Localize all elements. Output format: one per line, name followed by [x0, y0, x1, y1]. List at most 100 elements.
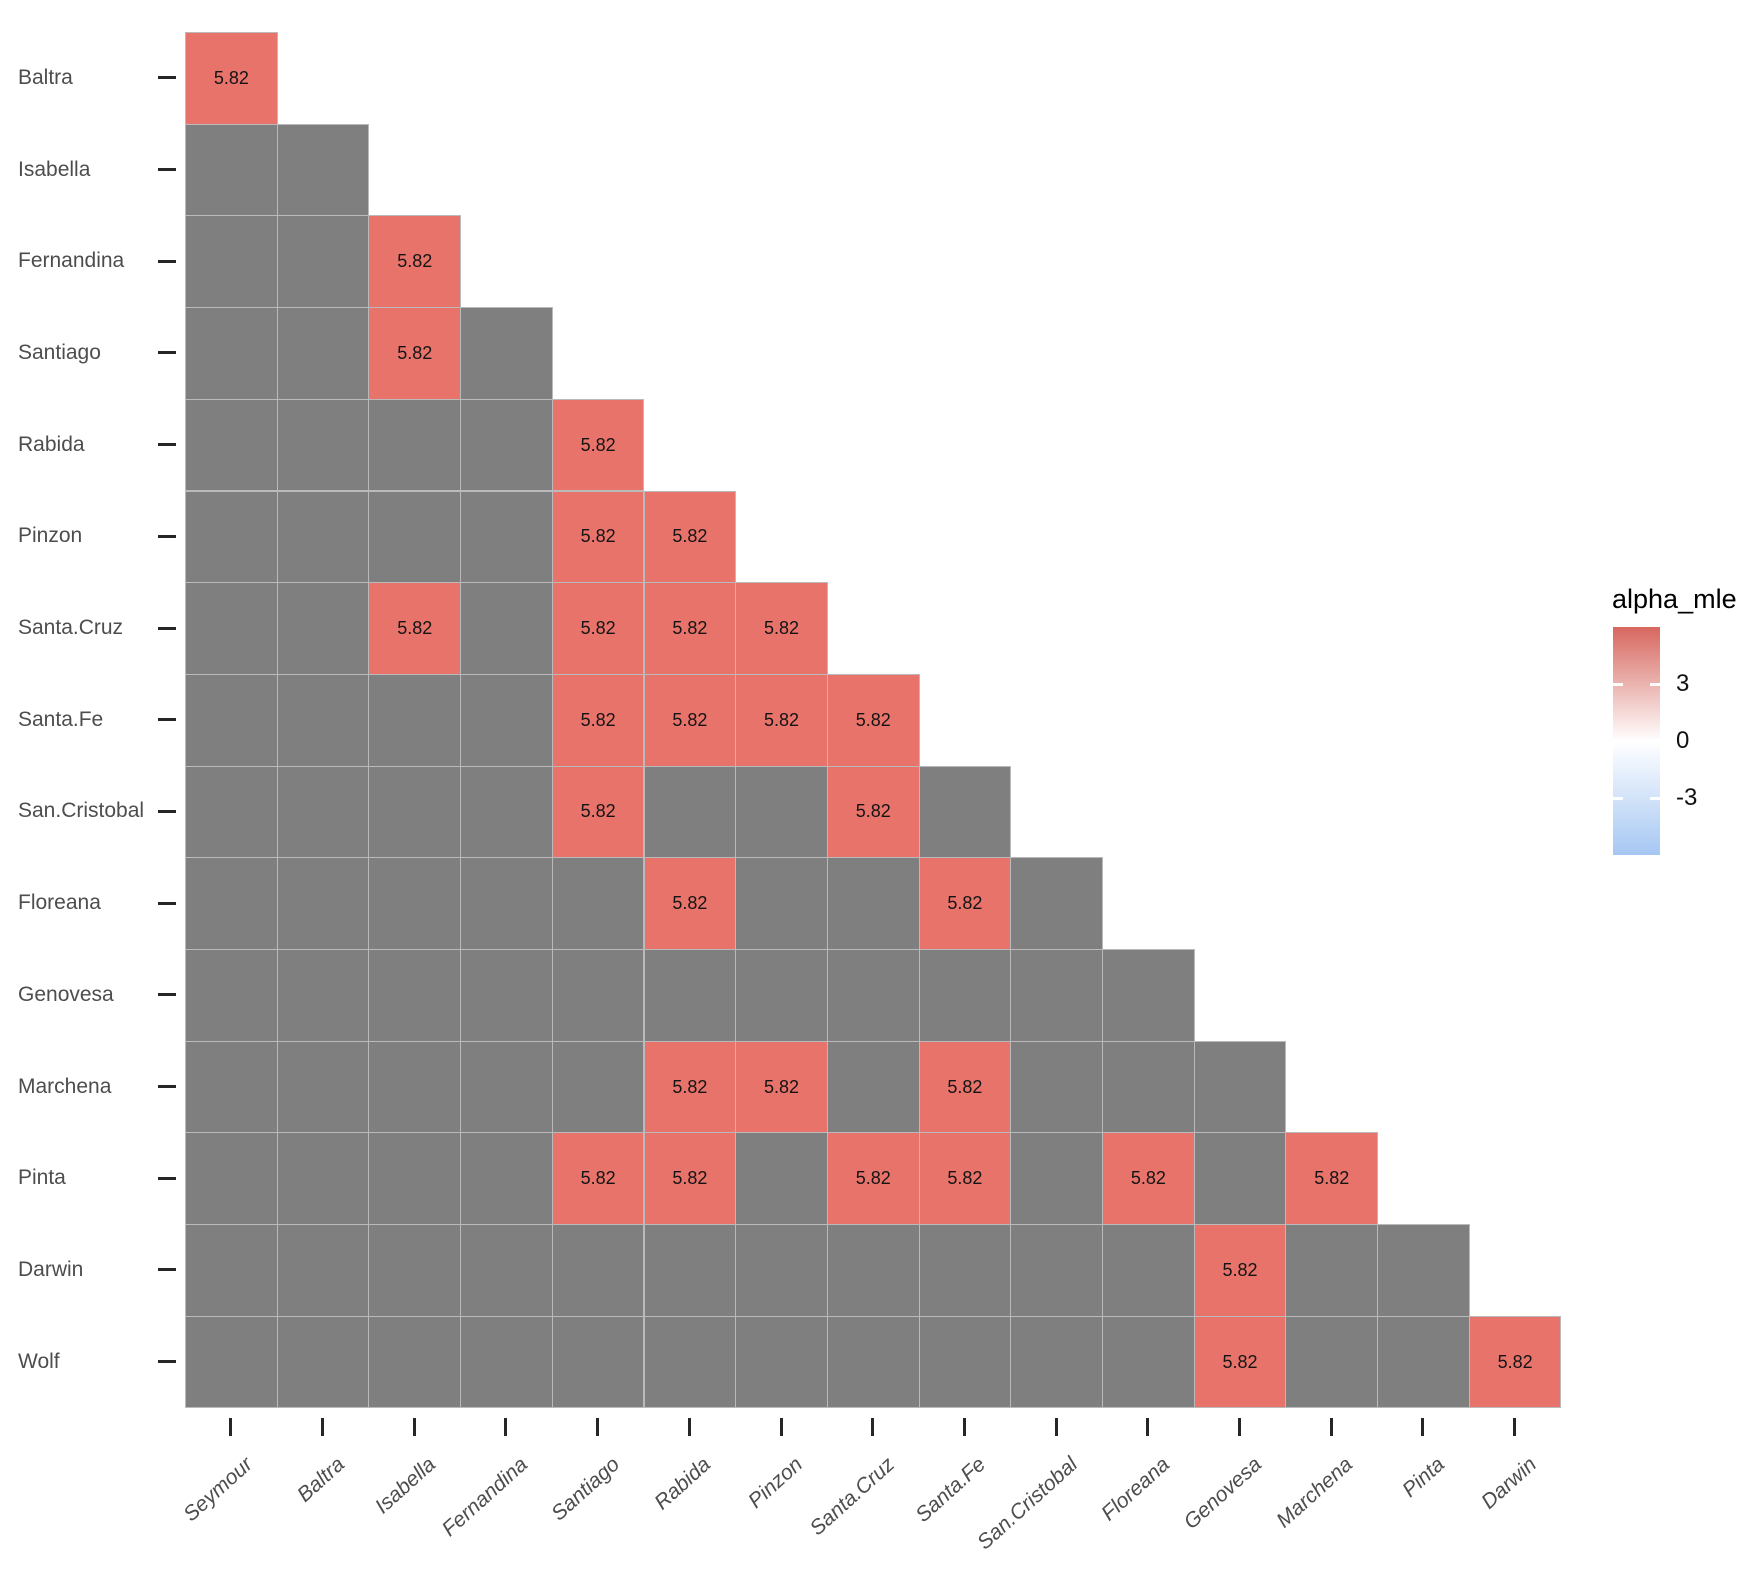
- heatmap-cell: [1010, 1315, 1103, 1409]
- heatmap-cell: 5.82: [643, 1132, 737, 1226]
- heatmap-cell: [460, 307, 553, 400]
- legend-colorbar-tick: [1613, 739, 1623, 743]
- y-axis-label: Genovesa: [18, 982, 114, 1006]
- heatmap-cell: 5.82: [643, 582, 737, 675]
- y-axis-label: Isabella: [18, 157, 91, 181]
- x-axis-tick: [962, 1418, 966, 1436]
- heatmap-cell: [918, 949, 1012, 1042]
- y-axis-label: Darwin: [18, 1257, 84, 1281]
- y-axis-tick: [158, 1268, 176, 1272]
- heatmap-cell: 5.82: [826, 673, 920, 767]
- heatmap-cell: [368, 857, 462, 950]
- x-axis-tick: [596, 1418, 600, 1436]
- heatmap-cell: 5.82: [551, 765, 645, 859]
- heatmap-cell: 5.82: [826, 765, 920, 859]
- heatmap-cell: [460, 1132, 553, 1226]
- y-axis-tick: [158, 993, 176, 997]
- heatmap-cell: 5.82: [551, 1132, 645, 1226]
- x-axis-tick: [687, 1418, 691, 1436]
- legend-tick-label: -3: [1676, 784, 1698, 811]
- legend-title: alpha_mle: [1612, 584, 1737, 614]
- heatmap-cell: [826, 1040, 920, 1134]
- y-axis-label: Pinzon: [18, 524, 83, 548]
- heatmap-cell: [276, 490, 370, 584]
- x-axis-tick: [1421, 1418, 1425, 1436]
- heatmap-cell: [185, 215, 278, 309]
- heatmap-cell: 5.82: [551, 490, 645, 584]
- y-axis-label: Baltra: [18, 65, 73, 89]
- y-axis-tick: [158, 534, 176, 538]
- heatmap-cell: 5.82: [551, 582, 645, 675]
- heatmap-cell: [185, 1040, 278, 1134]
- x-axis-tick: [1329, 1418, 1333, 1436]
- heatmap-cell: [460, 582, 553, 675]
- heatmap-cell: 5.82: [1193, 1315, 1287, 1409]
- heatmap-cell: [368, 765, 462, 859]
- heatmap-cell: [826, 1315, 920, 1409]
- heatmap-cell: [826, 949, 920, 1042]
- x-axis-tick: [1238, 1418, 1242, 1436]
- y-axis-tick: [158, 626, 176, 630]
- y-axis-tick: [158, 168, 176, 172]
- heatmap-cell: 5.82: [551, 673, 645, 767]
- y-axis-label: Rabida: [18, 432, 85, 456]
- y-axis-tick: [158, 76, 176, 80]
- legend-colorbar: [1613, 627, 1660, 855]
- x-axis-tick: [504, 1418, 508, 1436]
- x-axis-tick: [229, 1418, 233, 1436]
- y-axis-tick: [158, 259, 176, 263]
- heatmap-cell: [1102, 1315, 1195, 1409]
- heatmap-cell: [826, 1224, 920, 1317]
- heatmap-cell: [276, 1224, 370, 1317]
- heatmap-cell: [551, 857, 645, 950]
- heatmap-cell: [1010, 949, 1103, 1042]
- y-axis-label: Marchena: [18, 1074, 112, 1098]
- heatmap-cell: [185, 307, 278, 400]
- heatmap-cell: [918, 765, 1012, 859]
- heatmap-cell: 5.82: [735, 1040, 828, 1134]
- legend-colorbar-tick: [1650, 739, 1660, 743]
- heatmap-cell: [276, 857, 370, 950]
- heatmap-cell: [460, 1224, 553, 1317]
- heatmap-cell: 5.82: [551, 398, 645, 492]
- legend-colorbar-tick: [1650, 796, 1660, 800]
- y-axis-tick: [158, 809, 176, 813]
- heatmap-cell: [460, 398, 553, 492]
- heatmap-cell: [551, 1315, 645, 1409]
- heatmap-cell: [1102, 1224, 1195, 1317]
- heatmap-cell: [368, 490, 462, 584]
- heatmap-cell: [1193, 1040, 1287, 1134]
- heatmap-cell: 5.82: [918, 1040, 1012, 1134]
- heatmap-cell: 5.82: [368, 307, 462, 400]
- heatmap-cell: [368, 1040, 462, 1134]
- heatmap-cell: [368, 398, 462, 492]
- heatmap-cell: [1285, 1315, 1379, 1409]
- x-axis-tick: [412, 1418, 416, 1436]
- heatmap-cell: [276, 123, 370, 217]
- heatmap-cell: [368, 1224, 462, 1317]
- y-axis-label: Wolf: [18, 1349, 60, 1373]
- heatmap-cell: [185, 673, 278, 767]
- heatmap-cell: [1010, 1224, 1103, 1317]
- heatmap-cell: [551, 949, 645, 1042]
- heatmap-cell: [460, 949, 553, 1042]
- heatmap-cell: [276, 1315, 370, 1409]
- heatmap-cell: 5.82: [1193, 1224, 1287, 1317]
- y-axis-tick: [158, 1085, 176, 1089]
- legend-colorbar-tick: [1613, 796, 1623, 800]
- heatmap-cell: 5.82: [643, 673, 737, 767]
- y-axis-label: Santa.Fe: [18, 707, 104, 731]
- heatmap-cell: [368, 673, 462, 767]
- legend-colorbar-tick: [1650, 682, 1660, 686]
- heatmap-cell: [368, 1315, 462, 1409]
- heatmap-cell: [1377, 1315, 1470, 1409]
- heatmap-cell: 5.82: [368, 582, 462, 675]
- x-axis-tick: [1146, 1418, 1150, 1436]
- heatmap-cell: [643, 1224, 737, 1317]
- legend-colorbar-tick: [1613, 682, 1623, 686]
- heatmap-cell: 5.82: [826, 1132, 920, 1226]
- heatmap-cell: [460, 765, 553, 859]
- heatmap-cell: [276, 949, 370, 1042]
- heatmap-cell: [185, 949, 278, 1042]
